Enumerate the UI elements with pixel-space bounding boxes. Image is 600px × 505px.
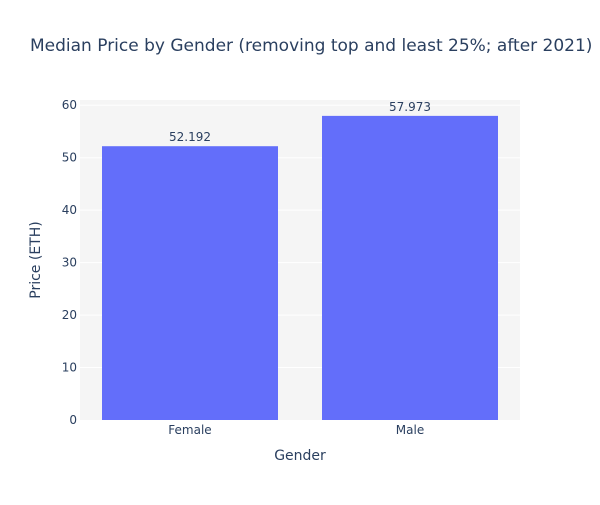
chart-title: Median Price by Gender (removing top and… [30, 36, 592, 56]
data-labels: 52.192 57.973 [169, 100, 431, 144]
y-tick-label: 10 [62, 361, 77, 375]
bars [102, 115, 498, 421]
bar-female [102, 146, 278, 420]
y-axis-ticks: 0 10 20 30 40 50 60 [62, 98, 77, 427]
y-tick-label: 50 [62, 151, 77, 165]
y-tick-label: 30 [62, 256, 77, 270]
y-tick-label: 60 [62, 98, 77, 112]
y-tick-label: 40 [62, 203, 77, 217]
y-tick-label: 0 [69, 413, 77, 427]
x-tick-label: Female [168, 423, 211, 437]
x-tick-label: Male [396, 423, 424, 437]
x-axis-title: Gender [274, 448, 326, 464]
data-label: 57.973 [389, 100, 431, 114]
y-tick-label: 20 [62, 308, 77, 322]
y-axis-title: Price (ETH) [28, 221, 44, 298]
data-label: 52.192 [169, 130, 211, 144]
x-axis-ticks: Female Male [168, 423, 424, 437]
bar-male [322, 115, 498, 421]
